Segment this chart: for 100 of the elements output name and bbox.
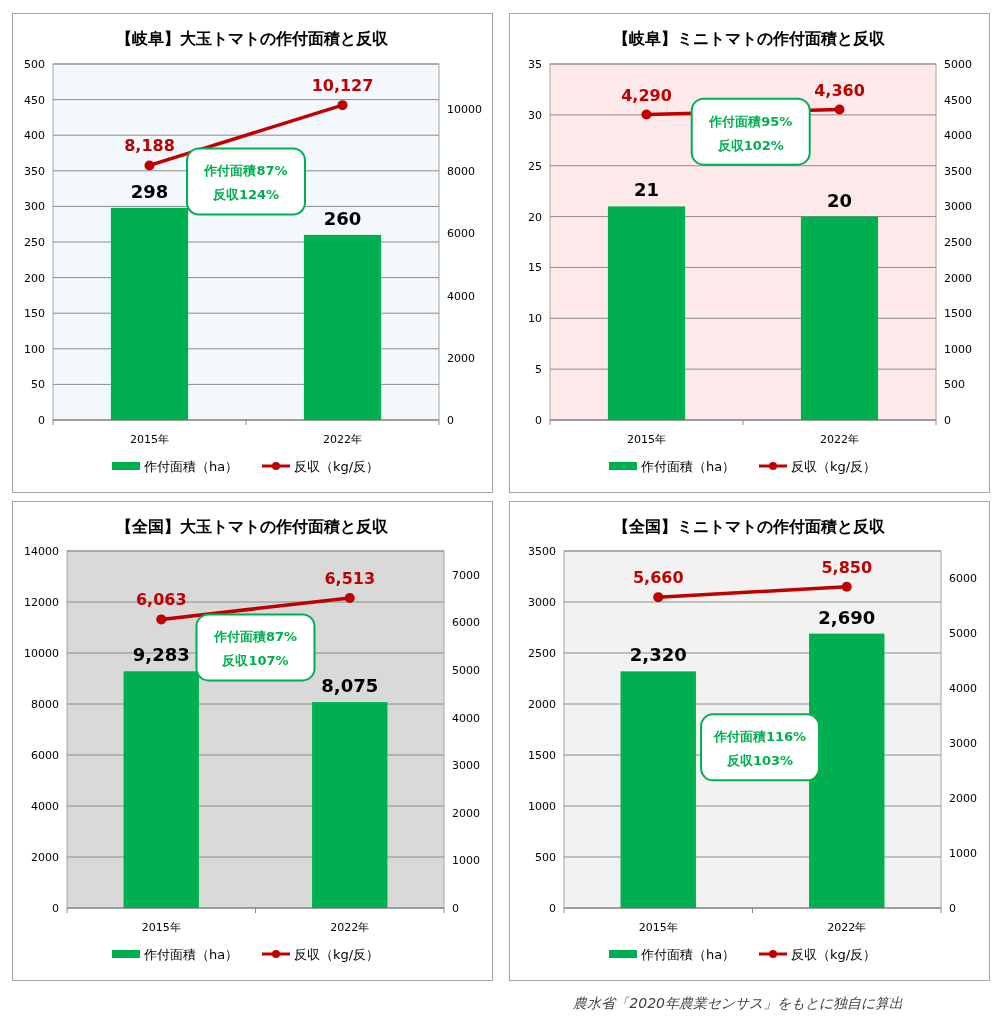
- y2-tick-label: 4000: [452, 711, 480, 725]
- y-tick-label: 2000: [31, 851, 59, 864]
- y-tick-label: 450: [24, 93, 45, 107]
- data-label: 2,320: [629, 644, 687, 666]
- data-label: 8,188: [124, 136, 175, 156]
- annotation: 反収107%: [221, 653, 289, 669]
- data-label: 9,283: [132, 644, 190, 666]
- y2-tick-label: 3000: [949, 737, 977, 751]
- y2-tick-label: 5000: [949, 627, 977, 641]
- y2-tick-label: 1000: [452, 854, 480, 868]
- y2-tick-label: 2000: [452, 806, 480, 820]
- annotation: 作付面積87%: [212, 629, 298, 645]
- y-tick-label: 8000: [31, 698, 59, 711]
- y-tick-label: 3000: [528, 596, 556, 609]
- annotation: 反収124%: [211, 187, 280, 203]
- y-tick-label: 250: [24, 236, 45, 249]
- y2-tick-label: 5000: [944, 58, 972, 71]
- y2-tick-label: 2000: [949, 792, 977, 806]
- y2-tick-label: 0: [949, 902, 956, 915]
- y-tick-label: 300: [24, 200, 45, 214]
- y2-tick-label: 2000: [447, 351, 475, 365]
- annotation: 作付面積116%: [712, 729, 807, 745]
- y2-tick-label: 4000: [447, 289, 475, 303]
- y-tick-label: 2000: [528, 698, 556, 711]
- y-tick-label: 5: [535, 363, 542, 377]
- y-tick-label: 12000: [24, 596, 59, 609]
- y-tick-label: 10: [528, 312, 542, 326]
- y-tick-label: 4000: [31, 800, 59, 813]
- y2-tick-label: 1000: [949, 847, 977, 861]
- annotation: 反収103%: [725, 753, 794, 769]
- legend-label: 反収（kg/反）: [294, 459, 380, 474]
- data-label: 20: [826, 189, 853, 211]
- y-tick-label: 1000: [528, 800, 556, 813]
- y-tick-label: 20: [528, 210, 542, 224]
- legend-label: 反収（kg/反）: [791, 459, 877, 474]
- y2-tick-label: 0: [452, 902, 459, 915]
- x-tick-label: 2022年: [323, 433, 362, 446]
- legend-label: 作付面積（ha）: [143, 459, 239, 474]
- x-tick-label: 2015年: [130, 433, 169, 446]
- legend-label: 作付面積（ha）: [143, 947, 239, 962]
- y2-tick-label: 7000: [452, 568, 480, 582]
- y-tick-label: 0: [52, 902, 59, 915]
- y-tick-label: 500: [535, 851, 556, 864]
- y-tick-label: 3500: [528, 545, 556, 558]
- y2-tick-label: 500: [944, 378, 965, 392]
- y2-tick-label: 10000: [447, 103, 482, 117]
- data-label: 5,850: [821, 557, 873, 577]
- y-tick-label: 0: [38, 414, 45, 427]
- y-tick-label: 14000: [24, 545, 59, 558]
- x-tick-label: 2022年: [827, 921, 867, 934]
- y2-tick-label: 6000: [447, 227, 475, 241]
- y-tick-label: 150: [24, 307, 45, 321]
- y2-tick-label: 0: [944, 414, 951, 427]
- data-label: 21: [633, 179, 660, 201]
- data-label: 6,513: [324, 568, 376, 588]
- annotation: 作付面積95%: [708, 113, 793, 129]
- data-label: 8,075: [321, 675, 379, 697]
- y2-tick-label: 3000: [944, 200, 972, 214]
- x-tick-label: 2022年: [820, 433, 859, 446]
- y-tick-label: 1500: [528, 749, 556, 762]
- data-label: 10,127: [311, 76, 374, 96]
- y2-tick-label: 6000: [452, 616, 480, 630]
- annotation: 反収102%: [716, 137, 784, 153]
- y-tick-label: 0: [549, 902, 556, 915]
- y2-tick-label: 1000: [944, 342, 972, 356]
- data-label: 6,063: [135, 590, 187, 610]
- y-tick-label: 10000: [24, 647, 59, 660]
- data-label: 298: [130, 180, 169, 202]
- data-label: 2,690: [818, 606, 876, 628]
- y2-tick-label: 4000: [949, 682, 977, 696]
- x-tick-label: 2015年: [141, 921, 181, 934]
- y-tick-label: 15: [528, 261, 542, 275]
- y-tick-label: 35: [528, 58, 542, 71]
- y-tick-label: 350: [24, 164, 45, 178]
- chart-title: 【岐阜】ミニトマトの作付面積と反収: [613, 29, 886, 48]
- data-label: 4,360: [814, 80, 865, 100]
- y-tick-label: 50: [31, 378, 45, 392]
- y-tick-label: 400: [24, 129, 45, 143]
- y2-tick-label: 1500: [944, 307, 972, 321]
- x-tick-label: 2015年: [638, 921, 678, 934]
- legend-label: 作付面積（ha）: [640, 459, 736, 474]
- x-tick-label: 2022年: [330, 921, 370, 934]
- y2-tick-label: 3500: [944, 164, 972, 178]
- chart-title: 【岐阜】大玉トマトの作付面積と反収: [116, 29, 389, 48]
- annotation: 作付面積87%: [203, 163, 288, 179]
- y2-tick-label: 5000: [452, 664, 480, 677]
- y2-tick-label: 4000: [944, 129, 972, 143]
- legend-label: 反収（kg/反）: [791, 947, 877, 962]
- data-label: 4,290: [621, 85, 672, 105]
- text: 農水省「2020年農業センサス」をもとに独自に算出: [573, 995, 903, 1011]
- data-label: 260: [323, 207, 362, 229]
- y-tick-label: 25: [528, 159, 542, 173]
- y2-tick-label: 0: [447, 414, 454, 427]
- y-tick-label: 6000: [31, 749, 59, 762]
- y2-tick-label: 6000: [949, 572, 977, 586]
- y-tick-label: 100: [24, 342, 45, 356]
- y2-tick-label: 3000: [452, 759, 480, 773]
- y-tick-label: 30: [528, 108, 542, 122]
- data-label: 5,660: [632, 568, 684, 588]
- y2-tick-label: 4500: [944, 93, 972, 107]
